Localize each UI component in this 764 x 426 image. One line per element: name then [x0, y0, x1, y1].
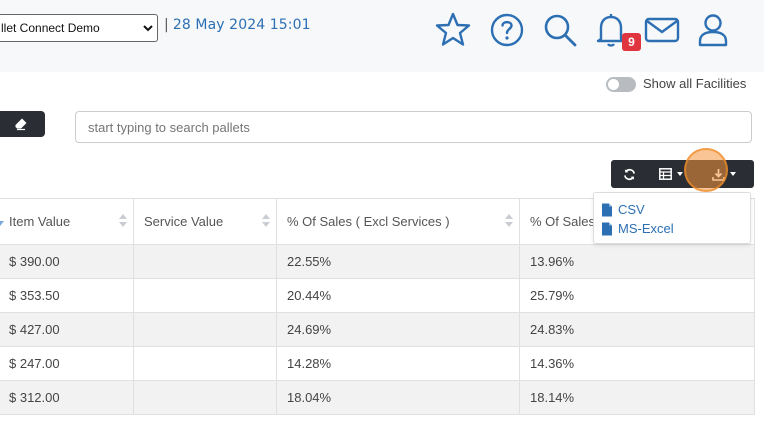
- export-option-label: CSV: [618, 202, 645, 217]
- top-header-bar: llet Connect Demo | 28 May 2024 15:01 9: [0, 0, 764, 72]
- export-csv-option[interactable]: CSV: [594, 200, 750, 219]
- help-icon[interactable]: [487, 10, 527, 50]
- table-cell: $ 427.00: [0, 312, 134, 347]
- chevron-down-icon: [677, 172, 683, 176]
- export-option-label: MS-Excel: [618, 221, 674, 236]
- datetime-text: 28 May 2024 15:01: [172, 17, 311, 33]
- refresh-icon: [623, 168, 635, 180]
- pallet-search-input[interactable]: [75, 111, 752, 143]
- column-header-label: Item Value: [9, 214, 71, 229]
- column-header[interactable]: Item Value: [0, 198, 134, 245]
- click-highlight-marker: [684, 148, 728, 192]
- table-cell: 18.04%: [276, 380, 520, 415]
- search-icon[interactable]: [540, 10, 580, 50]
- eraser-icon: [15, 118, 26, 131]
- star-icon[interactable]: [433, 10, 473, 50]
- sort-icon: [262, 214, 270, 228]
- table-cell: [133, 312, 277, 347]
- table-cell: [133, 346, 277, 381]
- column-header-label: Service Value: [144, 214, 224, 229]
- chevron-down-icon: [730, 172, 736, 176]
- export-dropdown-menu: CSV MS-Excel: [593, 192, 751, 244]
- datetime-separator: |: [164, 17, 169, 33]
- facility-select[interactable]: llet Connect Demo: [0, 14, 158, 42]
- table-cell: $ 353.50: [0, 278, 134, 313]
- current-datetime: | 28 May 2024 15:01: [164, 17, 311, 33]
- table-cell: 18.14%: [519, 380, 755, 415]
- table-cell: [133, 380, 277, 415]
- table-cell: 24.69%: [276, 312, 520, 347]
- table-cell: 24.83%: [519, 312, 755, 347]
- clear-search-button[interactable]: [0, 111, 45, 137]
- refresh-button[interactable]: [611, 160, 647, 188]
- csv-file-icon: [602, 203, 612, 216]
- table-cell: $ 390.00: [0, 244, 134, 279]
- column-header-label: % Of Sales: [530, 214, 596, 229]
- show-all-facilities-toggle[interactable]: [606, 77, 636, 92]
- columns-button[interactable]: [647, 160, 695, 188]
- table-cell: [133, 244, 277, 279]
- table-cell: 20.44%: [276, 278, 520, 313]
- table-cell: 14.36%: [519, 346, 755, 381]
- table-row[interactable]: $ 247.00 14.28% 14.36%: [0, 346, 755, 381]
- column-header[interactable]: % Of Sales ( Excl Services ): [276, 198, 520, 245]
- sort-icon: [119, 214, 127, 228]
- export-excel-option[interactable]: MS-Excel: [594, 219, 750, 238]
- table-cell: $ 247.00: [0, 346, 134, 381]
- notification-badge: 9: [622, 33, 641, 51]
- sort-indicator-icon: [0, 221, 4, 226]
- sort-icon: [505, 214, 513, 228]
- table-cell: 13.96%: [519, 244, 755, 279]
- table-cell: [133, 278, 277, 313]
- bell-icon[interactable]: [591, 10, 631, 50]
- table-cell: 14.28%: [276, 346, 520, 381]
- user-icon[interactable]: [693, 10, 733, 50]
- mail-icon[interactable]: [642, 10, 682, 50]
- column-header[interactable]: Service Value: [133, 198, 277, 245]
- facility-select-value: llet Connect Demo: [1, 21, 100, 35]
- chevron-down-icon: [143, 25, 153, 32]
- table-row[interactable]: $ 312.00 18.04% 18.14%: [0, 380, 755, 415]
- toggle-knob: [608, 79, 619, 90]
- table-row[interactable]: $ 353.50 20.44% 25.79%: [0, 278, 755, 313]
- table-cell: 25.79%: [519, 278, 755, 313]
- table-cell: $ 312.00: [0, 380, 134, 415]
- table-row[interactable]: $ 390.00 22.55% 13.96%: [0, 244, 755, 279]
- show-all-facilities-label: Show all Facilities: [643, 76, 747, 91]
- table-cell: 22.55%: [276, 244, 520, 279]
- table-row[interactable]: $ 427.00 24.69% 24.83%: [0, 312, 755, 347]
- columns-icon: [659, 168, 672, 180]
- column-header-label: % Of Sales ( Excl Services ): [287, 214, 450, 229]
- csv-file-icon: [602, 222, 612, 235]
- pallets-table: Item Value Service Value % Of Sales ( Ex…: [0, 198, 755, 415]
- table-toolbar: [611, 160, 754, 188]
